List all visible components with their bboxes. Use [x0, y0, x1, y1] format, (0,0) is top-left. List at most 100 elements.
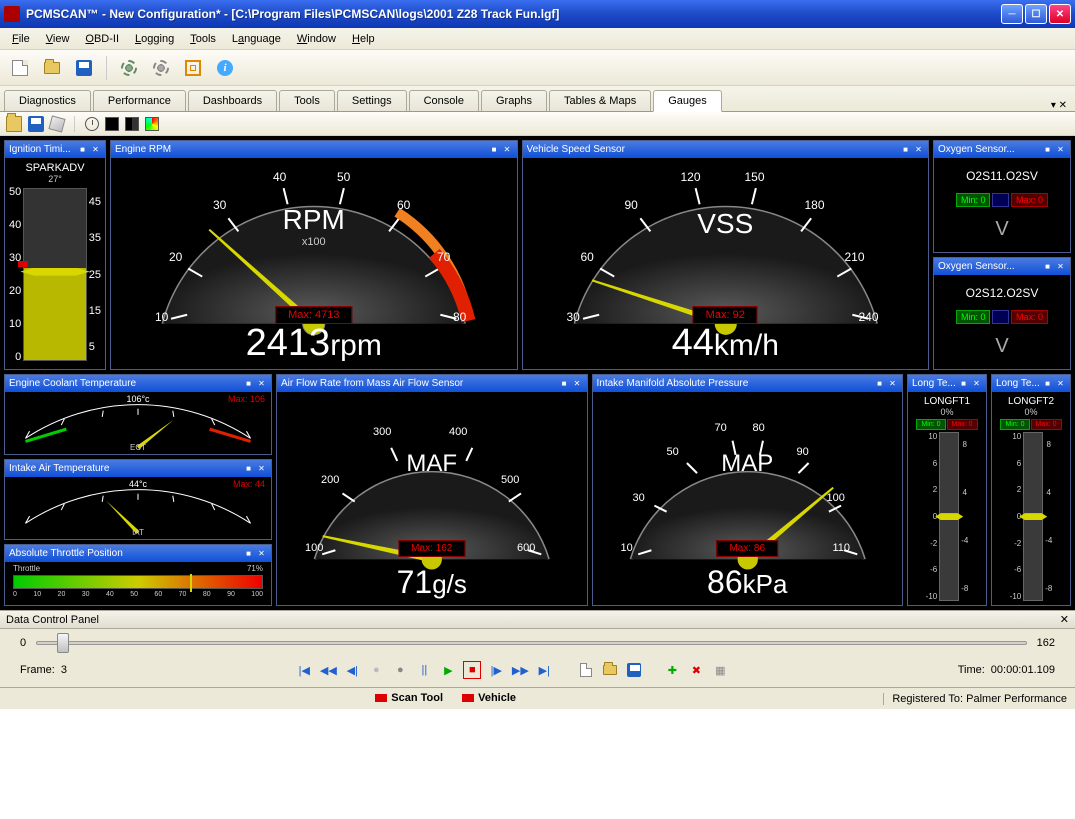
panel-close-icon[interactable]: ✕: [913, 144, 924, 155]
longft2-title: LONGFT2: [996, 396, 1066, 407]
panel-min-icon[interactable]: ■: [77, 144, 88, 155]
longft1-title: LONGFT1: [912, 396, 982, 407]
step-fwd-button[interactable]: |▶: [487, 661, 505, 679]
maximize-button[interactable]: ☐: [1025, 4, 1047, 24]
panel-vss: Vehicle Speed Sensor■✕ 30: [522, 140, 930, 370]
panel-longft1: Long Te...■✕ LONGFT1 0% Min: 0Max: 0 106…: [907, 374, 987, 606]
save-button[interactable]: [70, 54, 98, 82]
grid-button[interactable]: [179, 54, 207, 82]
gauge-clock-icon[interactable]: [85, 117, 99, 131]
step-back-button[interactable]: ◀|: [343, 661, 361, 679]
sparkadv-pointer: [20, 268, 90, 276]
panel-throttle: Absolute Throttle Position■✕ Throttle71%…: [4, 544, 272, 606]
tabstrip: Diagnostics Performance Dashboards Tools…: [0, 86, 1075, 112]
frame-label: Frame:: [20, 664, 55, 676]
record-dim-button[interactable]: ●: [367, 661, 385, 679]
add-button[interactable]: ✚: [663, 661, 681, 679]
maf-max: Max: 162: [398, 540, 465, 557]
tab-pin-icon[interactable]: ▾ ✕: [1051, 100, 1067, 111]
first-frame-button[interactable]: |◀: [295, 661, 313, 679]
gauge-layout1-icon[interactable]: [105, 117, 119, 131]
menu-language[interactable]: Language: [224, 31, 289, 47]
rewind-button[interactable]: ◀◀: [319, 661, 337, 679]
tab-graphs[interactable]: Graphs: [481, 90, 547, 111]
connect-button[interactable]: [115, 54, 143, 82]
tab-tools[interactable]: Tools: [279, 90, 335, 111]
sparkadv-title: SPARKADV: [25, 162, 84, 174]
ffwd-button[interactable]: ▶▶: [511, 661, 529, 679]
titlebar: PCMSCAN™ - New Configuration* - [C:\Prog…: [0, 0, 1075, 28]
minimize-button[interactable]: ─: [1001, 4, 1023, 24]
menu-window[interactable]: Window: [289, 31, 344, 47]
new-button[interactable]: [6, 54, 34, 82]
o2s2-title: O2S12.O2SV: [940, 286, 1064, 300]
remove-button[interactable]: ✖: [687, 661, 705, 679]
tab-tables-maps[interactable]: Tables & Maps: [549, 90, 651, 111]
menu-file[interactable]: File: [4, 31, 38, 47]
panel-close-icon[interactable]: ✕: [502, 144, 513, 155]
gauge-save-icon[interactable]: [28, 116, 44, 132]
rpm-label: RPM: [111, 204, 517, 236]
gauge-open-icon[interactable]: [6, 116, 22, 132]
tab-gauges[interactable]: Gauges: [653, 90, 722, 112]
save-log-button[interactable]: [625, 661, 643, 679]
config-button[interactable]: ▦: [711, 661, 729, 679]
close-button[interactable]: ✕: [1049, 4, 1071, 24]
legend-vehicle: Vehicle: [462, 692, 516, 704]
menu-logging[interactable]: Logging: [127, 31, 182, 47]
dcp-close-icon[interactable]: ✕: [1060, 613, 1069, 626]
window-title: PCMSCAN™ - New Configuration* - [C:\Prog…: [26, 7, 1001, 21]
menu-tools[interactable]: Tools: [182, 31, 224, 47]
panel-sparkadv: Ignition Timi...■✕ SPARKADV 27° 50 40 30…: [4, 140, 106, 370]
map-value: 86: [707, 564, 743, 600]
status-bar: Scan Tool Vehicle Registered To: Palmer …: [0, 687, 1075, 709]
info-button[interactable]: i: [211, 54, 239, 82]
open-log-button[interactable]: [601, 661, 619, 679]
last-frame-button[interactable]: ▶|: [535, 661, 553, 679]
panel-close-icon[interactable]: ✕: [90, 144, 101, 155]
stop-button[interactable]: ■: [463, 661, 481, 679]
new-log-button[interactable]: [577, 661, 595, 679]
tab-console[interactable]: Console: [409, 90, 479, 111]
menu-obd2[interactable]: OBD-II: [77, 31, 127, 47]
menu-help[interactable]: Help: [344, 31, 383, 47]
panel-min-icon[interactable]: ■: [489, 144, 500, 155]
map-max: Max: 86: [716, 540, 778, 557]
time-value: 00:00:01.109: [991, 664, 1055, 676]
gauge-3d-icon[interactable]: [48, 115, 65, 132]
tab-dashboards[interactable]: Dashboards: [188, 90, 277, 111]
main-toolbar: i: [0, 50, 1075, 86]
play-button[interactable]: ▶: [439, 661, 457, 679]
data-control-panel: Data Control Panel ✕ 0 162 Frame: 3 |◀ ◀…: [0, 610, 1075, 687]
pause-button[interactable]: ||: [415, 661, 433, 679]
tab-performance[interactable]: Performance: [93, 90, 186, 111]
slider-thumb[interactable]: [57, 633, 69, 653]
map-label: MAP: [593, 450, 903, 478]
rpm-sublabel: x100: [111, 236, 517, 248]
tab-diagnostics[interactable]: Diagnostics: [4, 90, 91, 111]
panel-iat: Intake Air Temperature■✕ 44°c Max: 44 IA…: [4, 459, 272, 540]
sparkadv-header: Ignition Timi...: [9, 144, 75, 155]
o2s1-title: O2S11.O2SV: [940, 169, 1064, 183]
open-button[interactable]: [38, 54, 66, 82]
panel-min-icon[interactable]: ■: [900, 144, 911, 155]
throttle-bar: [13, 575, 263, 589]
time-label: Time:: [958, 664, 985, 676]
disconnect-button[interactable]: [147, 54, 175, 82]
sparkadv-fill: [24, 268, 86, 360]
panel-o2s2: Oxygen Sensor...■✕ O2S12.O2SV Min: 0 Max…: [933, 257, 1071, 370]
menu-view[interactable]: View: [38, 31, 78, 47]
timeline-slider[interactable]: [36, 641, 1027, 645]
panel-map: Intake Manifold Absolute Pressure■✕ 10 3…: [592, 374, 904, 606]
sparkadv-track: [23, 188, 87, 361]
dcp-title: Data Control Panel: [6, 614, 99, 626]
longft1-track: [939, 432, 959, 601]
gauges-area: Ignition Timi...■✕ SPARKADV 27° 50 40 30…: [0, 136, 1075, 610]
panel-ect: Engine Coolant Temperature■✕ 106°c Max: …: [4, 374, 272, 455]
record-button[interactable]: ●: [391, 661, 409, 679]
gauge-palette-icon[interactable]: [145, 117, 159, 131]
tab-settings[interactable]: Settings: [337, 90, 407, 111]
vss-header: Vehicle Speed Sensor: [527, 144, 899, 155]
panel-o2s1: Oxygen Sensor...■✕ O2S11.O2SV Min: 0 Max…: [933, 140, 1071, 253]
gauge-layout2-icon[interactable]: [125, 117, 139, 131]
